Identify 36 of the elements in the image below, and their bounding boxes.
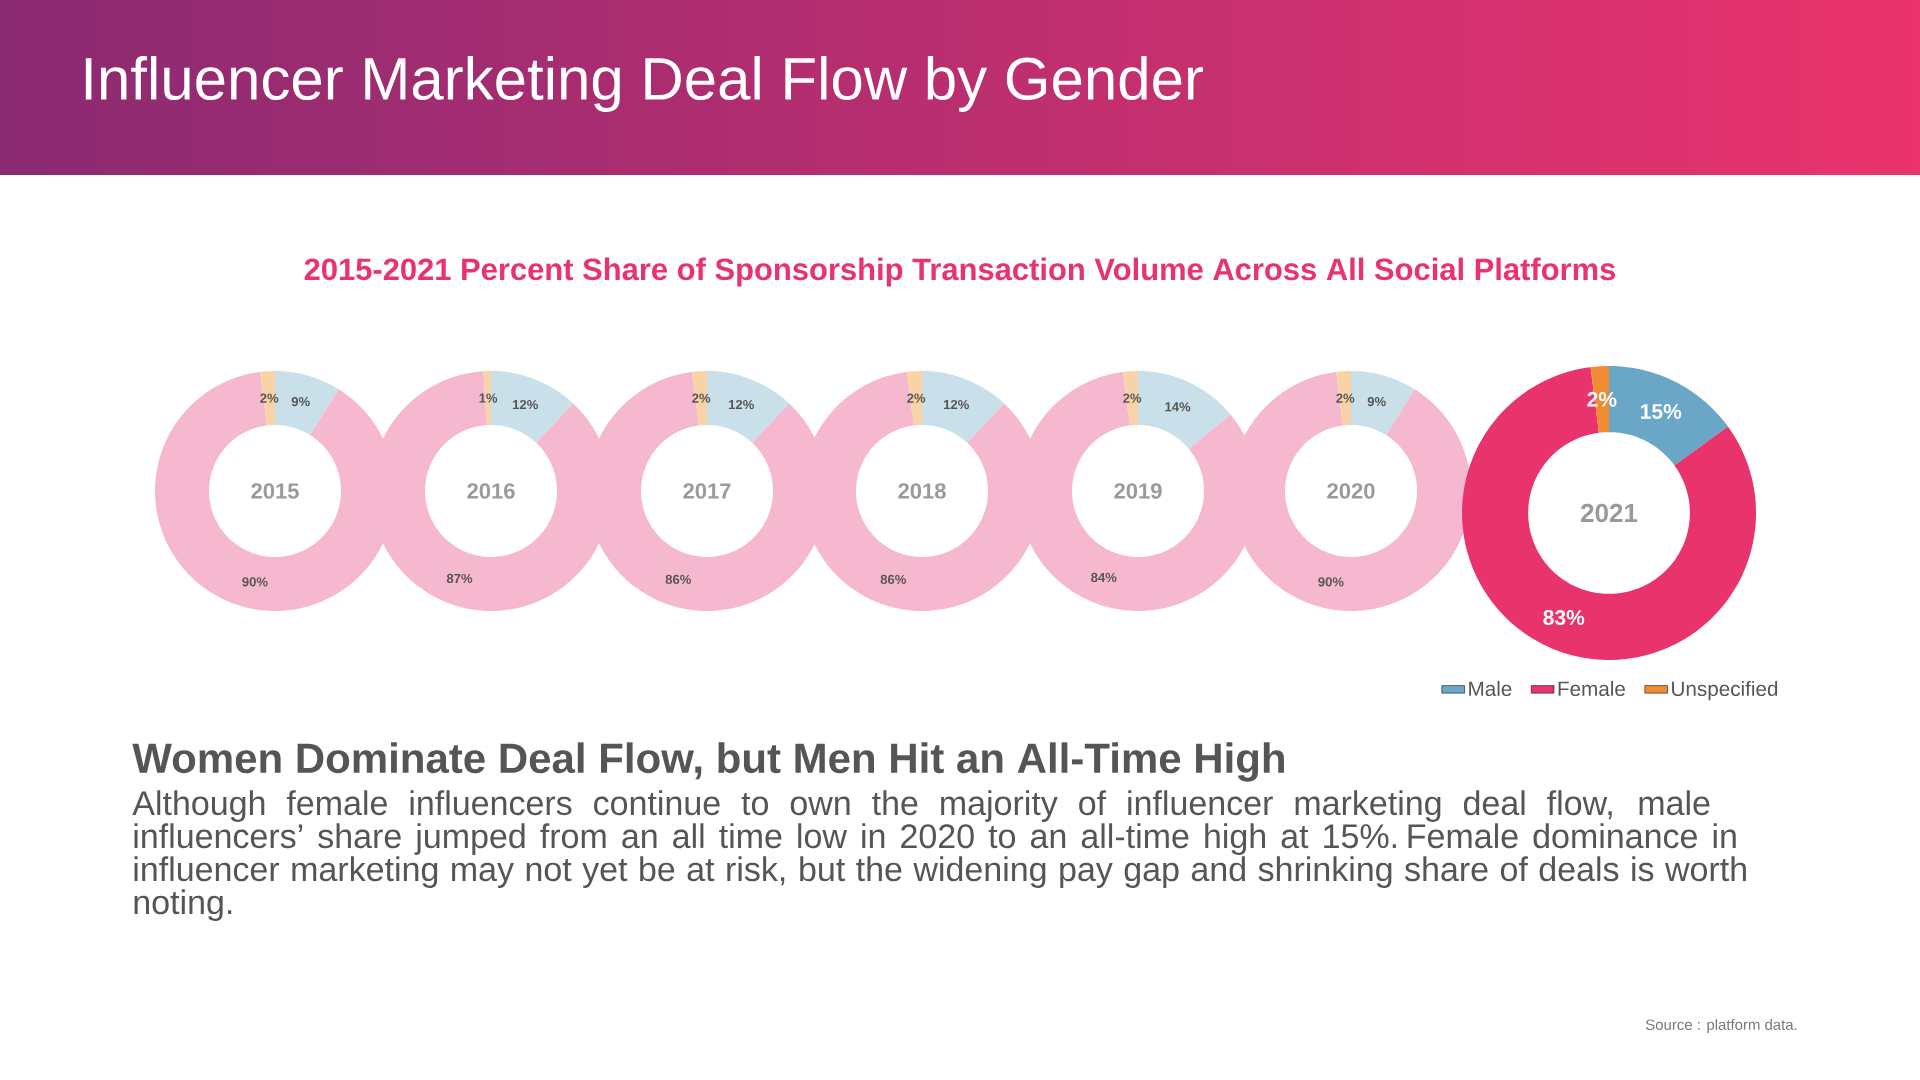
data-label: 9% — [1367, 396, 1386, 407]
data-label: 2% — [907, 393, 926, 403]
text: 2015-2021 Percent Share of Sponsorship Transaction Volume Across All Social Platforms — [304, 257, 1616, 287]
data-label: 2% — [260, 393, 279, 403]
data-label: 9% — [291, 396, 310, 407]
text: 2015 — [251, 483, 299, 499]
data-label: 90% — [242, 577, 268, 587]
data-label: 12% — [943, 399, 969, 410]
data-label: 2% — [1587, 391, 1617, 407]
data-label: 2% — [1123, 393, 1142, 403]
data-label: 86% — [665, 574, 691, 585]
source-note: Source : platform data. — [1645, 1019, 1797, 1033]
text: 2017 — [683, 483, 731, 499]
legend-label: Female — [1558, 680, 1625, 697]
data-label: 12% — [728, 399, 754, 410]
legend-label: Male — [1469, 680, 1512, 697]
data-label: 2% — [1336, 393, 1355, 403]
text: 2020 — [1327, 483, 1375, 499]
data-label: 90% — [1318, 577, 1344, 587]
text: Although female influencers continue to own the majority of influencer marketing deal flow, male influencers’ share jumped from an all time low in 2020 to an all-time high at 15%. Female dominance in influencer marketing may not yet be at risk, but the widening pay gap and shrinking share of deals is worth noting. — [132, 790, 1746, 922]
data-label: 2% — [692, 393, 711, 403]
data-label: 83% — [1543, 610, 1585, 626]
text: 2018 — [898, 483, 946, 499]
data-label: 1% — [479, 393, 498, 403]
data-label: 15% — [1640, 404, 1682, 419]
text: Women Dominate Deal Flow, but Men Hit an All-Time High — [132, 742, 1284, 782]
data-label: 14% — [1165, 402, 1191, 412]
legend-label: Unspecified — [1672, 680, 1778, 701]
text: 2021 — [1580, 503, 1638, 523]
data-label: 84% — [1091, 572, 1117, 583]
data-label: 12% — [512, 399, 538, 410]
text: 2019 — [1114, 483, 1162, 499]
data-label: 87% — [446, 573, 473, 584]
text: Influencer Marketing Deal Flow by Gender — [85, 56, 1203, 112]
data-label: 86% — [880, 574, 906, 585]
text: 2016 — [467, 483, 515, 499]
